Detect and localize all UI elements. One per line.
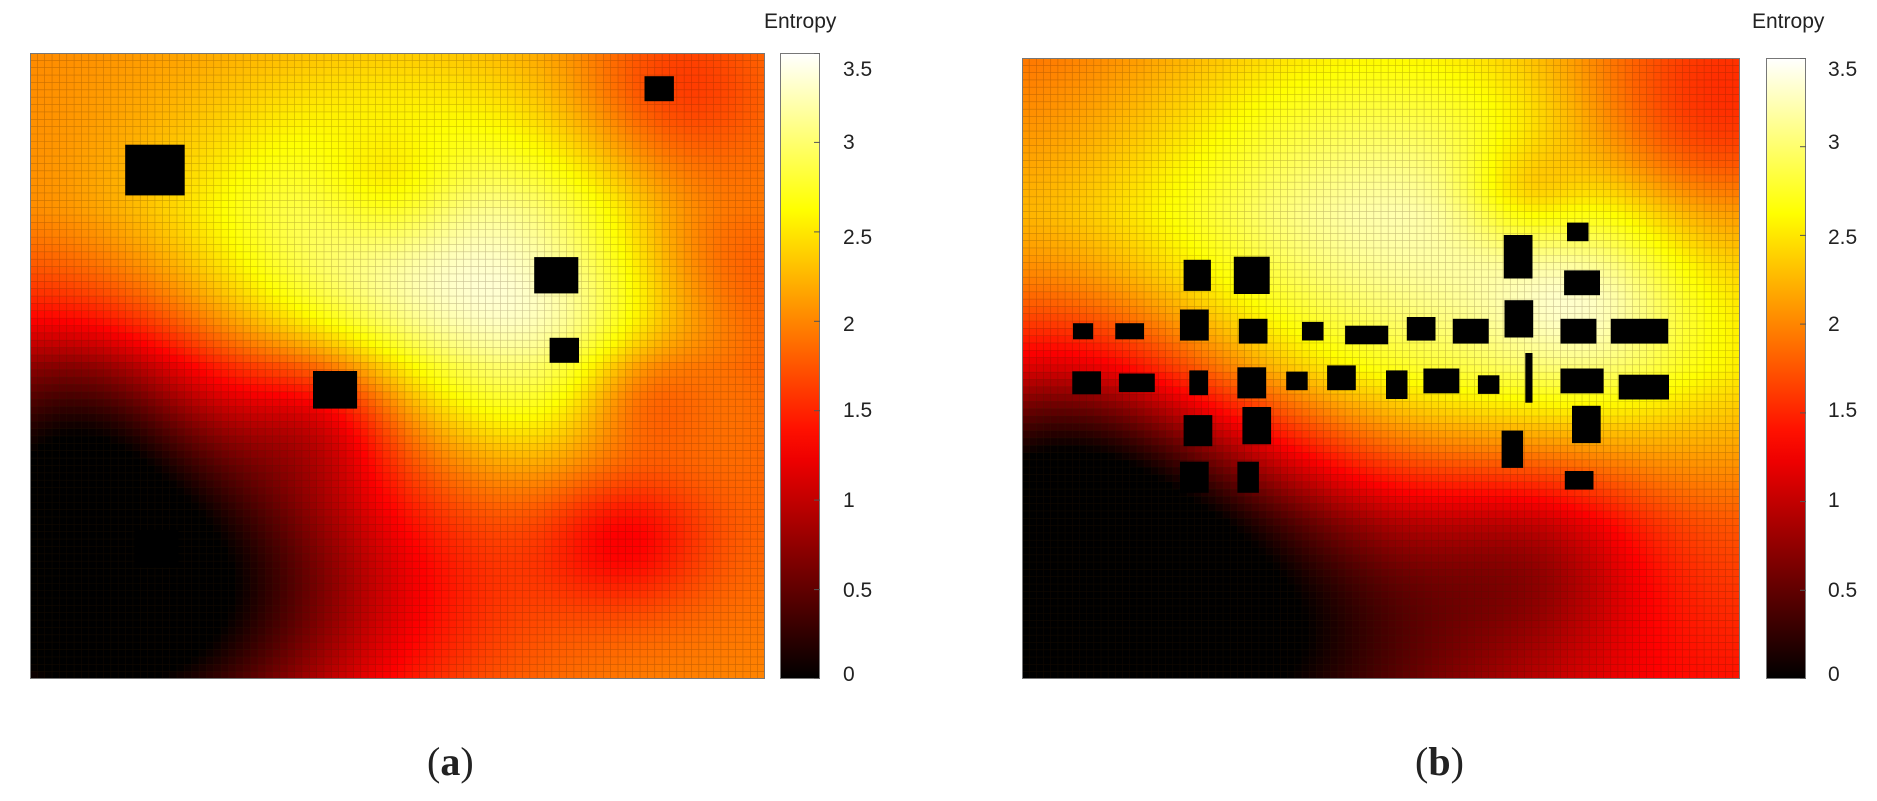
grid-lines-b — [1022, 58, 1740, 679]
grid-lines-a — [30, 53, 765, 679]
heatmap-cells-a — [30, 53, 765, 679]
obstacle-b-25 — [1618, 374, 1669, 400]
colorbar-tick-b: 3 — [1828, 131, 1840, 154]
obstacle-b-4 — [1118, 373, 1155, 393]
obstacle-b-23 — [1525, 353, 1533, 403]
colorbar-tick-b: 2.5 — [1828, 226, 1858, 249]
obstacle-b-14 — [1560, 318, 1597, 344]
heatmap-cells-b — [1022, 58, 1740, 679]
colorbar-tick-b: 1 — [1828, 489, 1840, 512]
obstacle-b-1 — [1073, 323, 1094, 340]
obstacle-a-5 — [313, 371, 358, 409]
obstacle-b-21 — [1423, 368, 1460, 394]
colorbar-title-a: Entropy — [764, 10, 837, 33]
heatmap-b — [1022, 58, 1740, 679]
obstacle-b-28 — [1564, 270, 1600, 296]
colorbar-gradient-b — [1766, 58, 1806, 679]
colorbar-b — [1766, 58, 1806, 679]
colorbar-tick-a: 0.5 — [843, 579, 873, 602]
obstacle-b-19 — [1327, 365, 1356, 391]
colorbar-tick-b: 2 — [1828, 313, 1840, 336]
colorbar-gradient-a — [780, 53, 820, 679]
obstacle-b-18 — [1286, 371, 1308, 391]
obstacle-b-29 — [1183, 415, 1213, 447]
panel-label-b: b — [1428, 739, 1451, 784]
obstacle-b-5 — [1183, 259, 1211, 291]
obstacle-b-35 — [1564, 471, 1594, 490]
obstacle-b-2 — [1115, 323, 1144, 340]
obstacle-b-31 — [1501, 430, 1524, 468]
colorbar-tick-b: 1.5 — [1828, 399, 1858, 422]
obstacle-b-8 — [1238, 318, 1268, 344]
obstacle-b-15 — [1610, 318, 1669, 344]
obstacle-b-17 — [1237, 367, 1267, 399]
colorbar-tick-a: 1.5 — [843, 399, 873, 422]
colorbar-title-b: Entropy — [1752, 10, 1825, 33]
obstacle-b-12 — [1452, 318, 1489, 344]
obstacle-b-9 — [1302, 321, 1324, 341]
obstacle-b-34 — [1237, 461, 1259, 493]
obstacle-b-22 — [1477, 375, 1500, 394]
plot-frame-a — [30, 53, 765, 679]
obstacle-b-6 — [1233, 256, 1270, 294]
obstacle-b-13 — [1504, 300, 1534, 338]
obstacle-b-33 — [1180, 461, 1209, 493]
colorbar-tick-b: 3.5 — [1828, 58, 1858, 81]
colorbar-tick-a: 2.5 — [843, 226, 873, 249]
plot-frame-b — [1022, 58, 1740, 679]
panel-label-a: a — [440, 739, 461, 784]
obstacle-b-32 — [1572, 405, 1601, 444]
colorbar-tick-a: 3 — [843, 131, 855, 154]
colorbar-tick-a: 1 — [843, 489, 855, 512]
obstacle-b-24 — [1560, 368, 1604, 394]
obstacle-b-26 — [1503, 235, 1533, 279]
obstacle-a-6 — [134, 530, 179, 568]
panel-caption-b: (b) — [1415, 739, 1464, 784]
obstacle-b-10 — [1345, 325, 1389, 345]
obstacle-b-7 — [1180, 309, 1209, 341]
colorbar-a — [780, 53, 820, 679]
obstacle-b-3 — [1072, 371, 1101, 395]
obstacle-a-4 — [549, 337, 579, 363]
colorbar-tick-b: 0 — [1828, 663, 1840, 686]
obstacle-a-2 — [644, 76, 674, 102]
heatmap-a — [30, 53, 765, 679]
obstacle-a-3 — [534, 257, 579, 294]
obstacle-b-20 — [1386, 370, 1408, 399]
colorbar-tick-b: 0.5 — [1828, 579, 1858, 602]
obstacle-b-30 — [1242, 407, 1272, 445]
obstacle-b-27 — [1567, 222, 1589, 242]
colorbar-tick-a: 2 — [843, 313, 855, 336]
colorbar-tick-a: 3.5 — [843, 58, 873, 81]
panel-b: Entropy 3.5 3 2.5 2 1.5 1 0.5 0 (b) — [990, 0, 1877, 801]
colorbar-tick-a: 0 — [843, 663, 855, 686]
obstacle-b-11 — [1406, 317, 1436, 341]
obstacle-b-16 — [1189, 370, 1208, 396]
panel-a: Entropy 3.5 3 2.5 2 1.5 1 0.5 0 (a) — [0, 0, 938, 801]
panel-caption-a: (a) — [427, 739, 474, 784]
obstacle-a-1 — [125, 144, 185, 196]
